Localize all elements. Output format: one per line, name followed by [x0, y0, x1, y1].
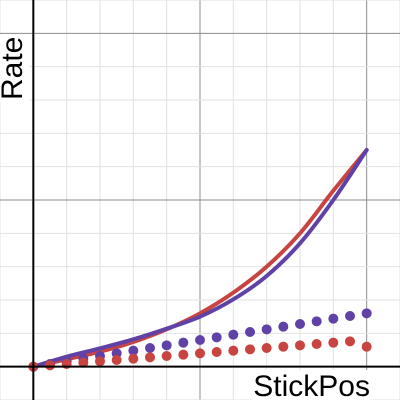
data-point	[128, 345, 139, 356]
plot-series	[28, 148, 372, 372]
data-point	[95, 356, 105, 367]
data-point	[361, 341, 372, 352]
data-point	[78, 357, 89, 368]
data-point	[161, 351, 172, 361]
data-point	[295, 319, 305, 329]
x-axis-label-background	[251, 370, 372, 400]
data-point	[345, 336, 355, 347]
data-point	[228, 345, 239, 356]
data-point	[278, 341, 289, 352]
data-point	[211, 332, 222, 343]
y-axis-label: Rate	[0, 37, 29, 100]
data-point	[145, 352, 155, 363]
data-point	[211, 347, 222, 357]
series-2-curve	[31, 148, 369, 369]
data-point	[128, 353, 139, 364]
data-point	[261, 324, 272, 335]
data-point	[278, 321, 289, 332]
data-point	[261, 343, 272, 353]
data-point	[361, 308, 372, 319]
data-point	[328, 313, 339, 324]
data-point	[245, 344, 255, 355]
data-point	[178, 337, 189, 348]
data-point	[295, 340, 305, 351]
data-point	[161, 340, 172, 351]
x-axis-label: StickPos	[253, 370, 370, 400]
data-point	[195, 348, 205, 359]
data-point	[328, 337, 339, 348]
series-1-curve	[31, 148, 369, 369]
data-point	[195, 335, 205, 345]
labels: StickPos Rate	[0, 34, 372, 400]
data-point	[178, 349, 189, 360]
data-point	[45, 360, 55, 371]
data-point	[145, 343, 155, 353]
y-axis-label-background	[0, 34, 29, 102]
data-point	[345, 311, 355, 321]
data-point	[311, 316, 322, 327]
data-point	[228, 329, 239, 340]
data-point	[111, 355, 122, 365]
series-4-points	[28, 336, 372, 372]
data-point	[311, 339, 322, 349]
data-point	[245, 327, 255, 337]
